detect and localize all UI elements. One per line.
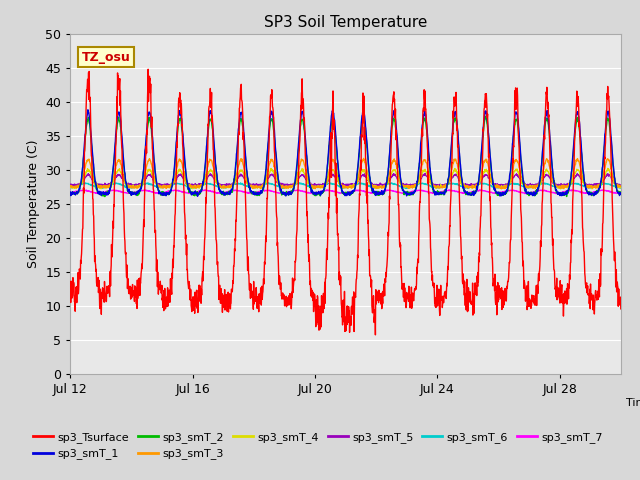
Y-axis label: Soil Temperature (C): Soil Temperature (C) bbox=[27, 140, 40, 268]
Text: Time: Time bbox=[627, 398, 640, 408]
Legend: sp3_Tsurface, sp3_smT_1, sp3_smT_2, sp3_smT_3, sp3_smT_4, sp3_smT_5, sp3_smT_6, : sp3_Tsurface, sp3_smT_1, sp3_smT_2, sp3_… bbox=[29, 428, 607, 464]
Text: TZ_osu: TZ_osu bbox=[81, 51, 130, 64]
Title: SP3 Soil Temperature: SP3 Soil Temperature bbox=[264, 15, 428, 30]
